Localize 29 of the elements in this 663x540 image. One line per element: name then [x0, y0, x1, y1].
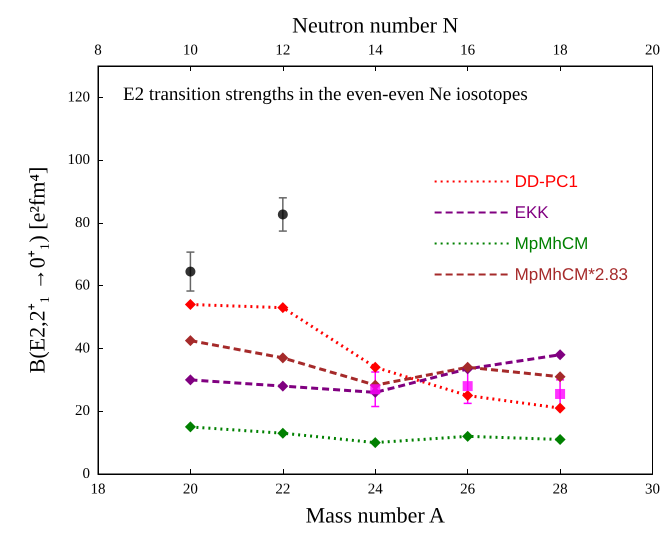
x-tick-label: 18: [90, 482, 106, 498]
y-tick-label: 60: [75, 278, 90, 294]
x2-tick-label: 8: [94, 42, 102, 58]
x2-tick-label: 20: [645, 42, 660, 58]
y-tick-label: 100: [68, 152, 90, 168]
x-tick-label: 24: [368, 482, 384, 498]
y-tick-label: 0: [82, 466, 90, 482]
legend-label: EKK: [514, 203, 550, 222]
y-tick-label: 120: [68, 89, 90, 106]
x2-tick-label: 18: [552, 42, 568, 58]
legend-label: MpMhCM: [514, 234, 588, 253]
x-tick-label: 28: [552, 482, 568, 498]
text: E2 transition strengths in the even-even Ne iosotopes: [123, 84, 528, 105]
x-tick-label: 26: [460, 482, 476, 498]
x2-tick-label: 10: [182, 42, 198, 58]
x-tick-label: 30: [645, 482, 660, 498]
x2-tick-label: 16: [460, 42, 476, 58]
y-tick-label: 40: [75, 340, 90, 356]
legend-label: MpMhCM*2.83: [514, 265, 628, 284]
y-tick-label: 80: [75, 214, 90, 231]
x-tick-label: 20: [182, 482, 198, 498]
x2-tick-label: 14: [368, 42, 384, 58]
legend-label: DD-PC1: [514, 172, 578, 191]
x2-tick-label: 12: [275, 42, 290, 58]
x2-axis-title: Neutron number N: [292, 12, 458, 38]
x-tick-label: 22: [275, 482, 290, 498]
x-axis-title: Mass number A: [306, 502, 446, 528]
y-tick-label: 20: [75, 403, 90, 420]
y-axis-title: B(E2,2⁺₁ →0⁺₁) [e²fm⁴]: [24, 166, 50, 374]
